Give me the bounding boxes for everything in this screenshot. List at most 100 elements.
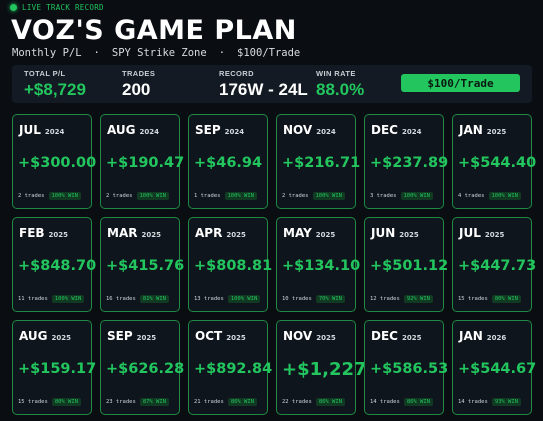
month-card-footer: 22 trades 86% WIN bbox=[282, 398, 345, 406]
month-card[interactable]: NOV 2024 +$216.71 2 trades 100% WIN bbox=[276, 114, 360, 209]
stat-win-rate-label: WIN RATE bbox=[316, 69, 356, 78]
stat-total-pl-label: TOTAL P/L bbox=[24, 69, 66, 78]
month-card[interactable]: FEB 2025 +$848.70 11 trades 100% WIN bbox=[12, 217, 96, 312]
month-card[interactable]: JUN 2025 +$501.12 12 trades 92% WIN bbox=[364, 217, 448, 312]
win-rate-badge: 86% WIN bbox=[315, 398, 345, 406]
year-label: 2025 bbox=[484, 231, 505, 239]
month-card[interactable]: DEC 2025 +$586.53 14 trades 86% WIN bbox=[364, 320, 448, 415]
month-pl-value: +$848.70 bbox=[18, 258, 97, 274]
month-pl-value: +$415.76 bbox=[106, 258, 185, 274]
month-card[interactable]: JAN 2026 +$544.67 14 trades 93% WIN bbox=[452, 320, 536, 415]
month-card[interactable]: OCT 2025 +$892.84 21 trades 86% WIN bbox=[188, 320, 272, 415]
win-rate-badge: 80% WIN bbox=[51, 398, 81, 406]
month-label: DEC bbox=[371, 123, 398, 137]
trade-count: 10 trades bbox=[282, 296, 312, 302]
month-card[interactable]: SEP 2025 +$626.28 23 trades 87% WIN bbox=[100, 320, 184, 415]
win-rate-badge: 92% WIN bbox=[403, 295, 433, 303]
year-label: 2025 bbox=[48, 231, 69, 239]
month-label: FEB bbox=[19, 226, 45, 240]
month-label: SEP bbox=[107, 329, 133, 343]
month-label: JUN bbox=[371, 226, 396, 240]
month-label: MAR bbox=[107, 226, 138, 240]
month-card-header: NOV 2025 bbox=[283, 329, 336, 343]
live-label: LIVE TRACK RECORD bbox=[22, 3, 104, 12]
subtitle-separator: · bbox=[93, 47, 100, 59]
month-card-header: MAR 2025 bbox=[107, 226, 161, 240]
monthly-grid: JUL 2024 +$300.00 2 trades 100% WIN AUG 2024 +$… bbox=[12, 114, 536, 415]
month-card-header: AUG 2025 bbox=[19, 329, 71, 343]
month-card[interactable]: AUG 2024 +$190.47 2 trades 100% WIN bbox=[100, 114, 184, 209]
month-card-header: SEP 2025 bbox=[107, 329, 156, 343]
month-pl-value: +$586.53 bbox=[370, 361, 449, 377]
month-label: APR bbox=[195, 226, 223, 240]
month-card-footer: 16 trades 81% WIN bbox=[106, 295, 169, 303]
month-card-footer: 1 trades 100% WIN bbox=[194, 192, 257, 200]
win-rate-badge: 80% WIN bbox=[491, 295, 521, 303]
stat-total-pl-value: +$8,729 bbox=[24, 80, 86, 99]
stat-win-rate: WIN RATE 88.0% bbox=[316, 69, 364, 100]
month-card-footer: 11 trades 100% WIN bbox=[18, 295, 85, 303]
month-card[interactable]: AUG 2025 +$159.17 15 trades 80% WIN bbox=[12, 320, 96, 415]
month-label: JAN bbox=[459, 123, 483, 137]
year-label: 2025 bbox=[226, 231, 246, 239]
subtitle-size: $100/Trade bbox=[237, 47, 301, 59]
subtitle-separator: · bbox=[218, 47, 226, 59]
month-label: NOV bbox=[283, 123, 313, 137]
month-card-header: OCT 2025 bbox=[195, 329, 246, 343]
month-card-footer: 23 trades 87% WIN bbox=[106, 398, 169, 406]
win-rate-badge: 100% WIN bbox=[400, 192, 433, 200]
win-rate-badge: 100% WIN bbox=[136, 192, 169, 200]
month-card[interactable]: JUL 2025 +$447.73 15 trades 80% WIN bbox=[452, 217, 536, 312]
win-rate-badge: 100% WIN bbox=[488, 192, 521, 200]
month-pl-value: +$46.94 bbox=[194, 155, 263, 171]
month-card[interactable]: DEC 2024 +$237.89 3 trades 100% WIN bbox=[364, 114, 448, 209]
month-card-header: NOV 2024 bbox=[283, 123, 336, 137]
subtitle: Monthly P/L · SPY Strike Zone · $100/Tra… bbox=[12, 47, 300, 59]
year-label: 2024 bbox=[139, 128, 159, 136]
month-card[interactable]: APR 2025 +$808.81 13 trades 100% WIN bbox=[188, 217, 272, 312]
month-card-footer: 13 trades 100% WIN bbox=[194, 295, 261, 303]
month-card-footer: 2 trades 100% WIN bbox=[106, 192, 169, 200]
month-card-header: JUN 2025 bbox=[371, 226, 419, 240]
month-card-header: DEC 2024 bbox=[371, 123, 421, 137]
year-label: 2025 bbox=[315, 231, 336, 239]
month-card-footer: 21 trades 86% WIN bbox=[194, 398, 257, 406]
trade-count: 22 trades bbox=[282, 399, 312, 405]
year-label: 2024 bbox=[44, 128, 65, 136]
trade-count: 21 trades bbox=[194, 399, 224, 405]
trade-count: 3 trades bbox=[370, 193, 397, 199]
month-card[interactable]: MAR 2025 +$415.76 16 trades 81% WIN bbox=[100, 217, 184, 312]
win-rate-badge: 100% WIN bbox=[312, 192, 345, 200]
year-label: 2025 bbox=[136, 334, 157, 342]
year-label: 2025 bbox=[141, 231, 161, 239]
trade-size-button[interactable]: $100/Trade bbox=[401, 74, 520, 92]
year-label: 2024 bbox=[316, 128, 336, 136]
month-label: JUL bbox=[459, 226, 481, 240]
month-card-header: JAN 2026 bbox=[459, 329, 506, 343]
month-card[interactable]: JAN 2025 +$544.40 4 trades 100% WIN bbox=[452, 114, 536, 209]
month-label: JAN bbox=[459, 329, 483, 343]
month-card[interactable]: NOV 2025 +$1,227 22 trades 86% WIN bbox=[276, 320, 367, 415]
month-card[interactable]: MAY 2025 +$134.10 10 trades 70% WIN bbox=[276, 217, 360, 312]
win-rate-badge: 100% WIN bbox=[48, 192, 81, 200]
month-card-footer: 12 trades 92% WIN bbox=[370, 295, 433, 303]
month-card-header: APR 2025 bbox=[195, 226, 246, 240]
year-label: 2024 bbox=[224, 128, 245, 136]
month-label: SEP bbox=[195, 123, 221, 137]
trade-count: 2 trades bbox=[18, 193, 45, 199]
trade-count: 16 trades bbox=[106, 296, 136, 302]
month-card-header: AUG 2024 bbox=[107, 123, 159, 137]
month-card-header: DEC 2025 bbox=[371, 329, 421, 343]
month-card[interactable]: SEP 2024 +$46.94 1 trades 100% WIN bbox=[188, 114, 268, 209]
month-pl-value: +$159.17 bbox=[18, 361, 97, 377]
month-card[interactable]: JUL 2024 +$300.00 2 trades 100% WIN bbox=[12, 114, 96, 209]
month-card-footer: 15 trades 80% WIN bbox=[458, 295, 521, 303]
month-card-footer: 2 trades 100% WIN bbox=[18, 192, 81, 200]
subtitle-strategy: SPY Strike Zone bbox=[111, 47, 207, 59]
month-pl-value: +$134.10 bbox=[282, 258, 361, 274]
stat-record-label: RECORD bbox=[219, 69, 254, 78]
live-dot-icon bbox=[10, 4, 17, 11]
trade-count: 13 trades bbox=[194, 296, 224, 302]
month-card-header: JUL 2025 bbox=[459, 226, 504, 240]
win-rate-badge: 70% WIN bbox=[315, 295, 345, 303]
